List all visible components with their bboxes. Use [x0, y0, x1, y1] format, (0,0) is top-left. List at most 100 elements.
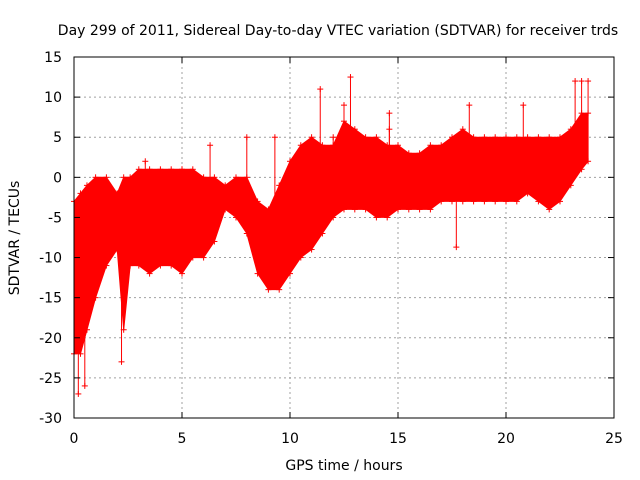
data-point-marker [200, 174, 207, 181]
data-point-outlier [118, 358, 125, 365]
axis-tick-labels: 0 5 10 15 20 25 -30 -25 -20 -15 -10 -5 0 5 10 15 [39, 50, 623, 447]
y-tick-label: -25 [39, 371, 62, 387]
data-point-marker [276, 286, 283, 293]
y-tick-label: -30 [39, 411, 62, 427]
data-point-marker [319, 142, 326, 149]
data-point-marker [211, 174, 218, 181]
data-point-outlier [75, 390, 82, 397]
data-point-marker [146, 270, 153, 277]
data-point-marker [319, 230, 326, 237]
data-point-marker [103, 174, 110, 181]
data-point-marker [114, 190, 121, 197]
data-point-marker [513, 134, 520, 141]
y-tick-label: 0 [53, 170, 62, 186]
data-point-marker [438, 198, 445, 205]
x-tick-label: 5 [178, 431, 187, 447]
data-point-marker [114, 246, 121, 253]
data-point-marker [535, 198, 542, 205]
data-point-marker [83, 326, 90, 333]
y-tick-label: -5 [48, 210, 62, 226]
data-point-marker [395, 206, 401, 213]
x-axis-label: GPS time / hours [285, 458, 402, 474]
data-point-marker [416, 206, 423, 213]
plot-frame [73, 56, 615, 419]
data-point-outlier [317, 86, 324, 93]
data-point-marker [449, 134, 455, 141]
data-point-marker [135, 262, 142, 269]
sdtvar-envelope [73, 112, 589, 355]
data-point-outlier [578, 78, 585, 85]
y-tick-label: -15 [39, 291, 62, 307]
data-point-marker [211, 238, 218, 245]
data-point-marker [92, 294, 99, 301]
data-point-outlier [271, 134, 278, 141]
x-tick-label: 20 [497, 431, 515, 447]
data-points [71, 74, 592, 397]
data-point-marker [265, 206, 272, 213]
data-point-marker [351, 206, 358, 213]
data-point-outlier [572, 78, 579, 85]
data-point-outlier [81, 382, 88, 389]
data-point-marker [297, 142, 304, 149]
data-point-marker [297, 254, 304, 261]
data-point-marker [92, 174, 99, 181]
data-point-marker [243, 230, 250, 237]
y-tick-label: 10 [44, 90, 62, 106]
data-point-marker [557, 134, 563, 141]
data-point-marker [513, 198, 520, 205]
data-point-marker [395, 142, 401, 149]
data-point-marker [449, 198, 455, 205]
data-point-marker [168, 166, 175, 173]
data-point-marker [222, 182, 229, 189]
data-point-outlier [585, 78, 592, 85]
data-point-marker [470, 134, 477, 141]
data-point-marker [200, 254, 207, 261]
chart-title: Day 299 of 2011, Sidereal Day-to-day VTE… [58, 23, 618, 39]
data-point-marker [308, 246, 315, 253]
data-point-outlier [341, 102, 347, 109]
data-point-marker [524, 134, 531, 141]
data-point-marker [168, 262, 175, 269]
x-tick-label: 0 [70, 431, 79, 447]
data-point-marker [179, 270, 185, 277]
data-point-marker [405, 150, 412, 157]
data-point-marker [405, 206, 412, 213]
data-point-marker [189, 166, 196, 173]
data-point-marker [585, 158, 592, 165]
y-tick-label: -10 [39, 251, 62, 267]
data-point-marker [127, 262, 134, 269]
data-point-marker [535, 134, 542, 141]
y-tick-label: -20 [39, 331, 62, 347]
data-point-marker [427, 206, 434, 213]
data-point-outlier [386, 126, 393, 133]
x-tick-label: 10 [281, 431, 299, 447]
data-point-marker [222, 206, 229, 213]
data-point-marker [287, 270, 293, 277]
data-point-marker [157, 166, 164, 173]
data-point-marker [481, 134, 488, 141]
data-point-marker [83, 182, 90, 189]
data-point-marker [492, 198, 499, 205]
data-point-marker [567, 126, 574, 133]
data-point-marker [373, 214, 380, 221]
data-point-outlier [386, 110, 393, 117]
data-point-marker [157, 262, 164, 269]
data-point-marker [77, 190, 84, 197]
axis-ticks [73, 56, 615, 419]
data-point-marker [373, 134, 380, 141]
data-point-marker [546, 134, 553, 141]
data-point-marker [459, 198, 466, 205]
data-point-marker [127, 174, 134, 181]
data-point-marker [470, 198, 477, 205]
y-tick-label: 15 [44, 50, 62, 66]
data-point-marker [416, 150, 423, 157]
data-point-marker [341, 206, 347, 213]
data-point-marker [503, 134, 509, 141]
data-point-marker [567, 182, 574, 189]
data-point-marker [546, 206, 553, 213]
data-point-marker [330, 214, 337, 221]
data-point-marker [492, 134, 499, 141]
data-point-marker [120, 174, 127, 181]
data-point-marker [384, 214, 391, 221]
